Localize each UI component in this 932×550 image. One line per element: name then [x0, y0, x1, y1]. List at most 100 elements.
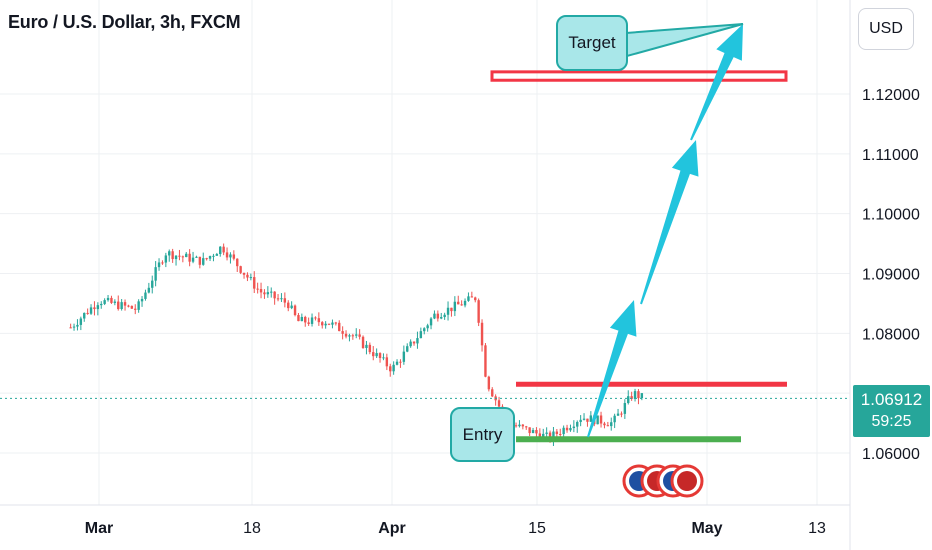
- x-axis: Mar 18 Apr 15 May 13: [0, 504, 850, 537]
- candle-body: [117, 301, 120, 310]
- candle-body: [450, 307, 453, 312]
- candle-body: [79, 318, 83, 325]
- candle-body: [120, 302, 123, 310]
- candle-body: [484, 345, 487, 377]
- candle-body: [610, 422, 613, 427]
- y-tick-label: 1.10000: [862, 207, 920, 224]
- candle-body: [416, 338, 419, 344]
- candle-body: [518, 424, 521, 427]
- candle-body: [423, 328, 426, 332]
- candle-body: [263, 292, 266, 295]
- candle-body: [627, 396, 630, 404]
- candle-body: [406, 346, 409, 352]
- current-price: 1.06912: [860, 390, 923, 409]
- candle-body: [89, 307, 93, 314]
- candle-body: [151, 280, 154, 288]
- candle-body: [232, 254, 236, 259]
- target-callout[interactable]: Target: [556, 15, 628, 71]
- candle-body: [344, 333, 348, 337]
- candle-body: [76, 324, 79, 327]
- candle-body: [123, 302, 127, 306]
- candle-body: [562, 427, 565, 435]
- candle-body: [351, 335, 355, 337]
- candle-body: [276, 298, 280, 300]
- candle-body: [205, 258, 208, 260]
- candle-body: [185, 253, 188, 258]
- candle-body: [317, 318, 321, 323]
- x-tick-label: Apr: [378, 520, 406, 537]
- y-tick-label: 1.06000: [862, 446, 920, 463]
- candle-body: [164, 255, 168, 263]
- candle-body: [202, 258, 205, 265]
- candle-body: [96, 305, 100, 310]
- candle-body: [293, 305, 297, 316]
- candle-body: [273, 291, 276, 299]
- candle-body: [531, 430, 535, 434]
- candle-body: [287, 302, 290, 309]
- candle-body: [569, 428, 572, 431]
- candle-body: [270, 291, 273, 293]
- candle-body: [191, 257, 195, 262]
- event-flags: [622, 464, 704, 498]
- candle-body: [236, 258, 239, 267]
- y-tick-label: 1.08000: [862, 326, 920, 343]
- candle-body: [331, 322, 334, 325]
- candle-body: [361, 336, 365, 348]
- y-tick-label: 1.12000: [862, 87, 920, 104]
- arrow-1: [587, 300, 637, 438]
- candle-body: [436, 313, 440, 319]
- grid-lines: [0, 0, 850, 505]
- candle-body: [470, 296, 474, 298]
- candle-body: [171, 251, 174, 260]
- candle-body: [283, 298, 287, 303]
- candle-body: [110, 297, 113, 303]
- chart-title: Euro / U.S. Dollar, 3h, FXCM: [8, 12, 241, 32]
- candle-body: [314, 317, 317, 319]
- levels: [0, 70, 850, 443]
- candle-body: [603, 423, 606, 426]
- candle-body: [72, 326, 76, 328]
- candle-body: [402, 351, 406, 362]
- candle-body: [266, 292, 270, 295]
- candle-body: [154, 267, 157, 281]
- candle-body: [565, 427, 569, 431]
- candle-body: [140, 298, 144, 302]
- candle-body: [412, 341, 416, 344]
- candle-body: [253, 277, 256, 289]
- candle-body: [304, 316, 307, 323]
- y-axis: 1.060001.070001.080001.090001.100001.110…: [849, 0, 920, 550]
- candle-body: [382, 357, 385, 359]
- candle-body: [457, 301, 460, 305]
- candle-body: [365, 344, 368, 348]
- candle-body: [596, 415, 599, 425]
- projection-arrows: [587, 23, 744, 438]
- candle-body: [181, 256, 185, 258]
- candle-body: [426, 325, 429, 329]
- candle-body: [130, 305, 134, 309]
- candle-body: [545, 432, 548, 434]
- entry-callout[interactable]: Entry: [450, 407, 515, 462]
- candle-body: [239, 266, 242, 273]
- candle-body: [467, 296, 470, 301]
- candle-body: [300, 316, 304, 322]
- candle-body: [572, 426, 576, 429]
- candles: [69, 243, 644, 446]
- candle-body: [86, 312, 89, 314]
- candle-body: [521, 424, 525, 427]
- candle-body: [222, 246, 225, 253]
- candle-body: [630, 396, 633, 399]
- currency-button[interactable]: USD: [858, 8, 914, 50]
- candle-body: [195, 256, 198, 258]
- candle-body: [372, 352, 375, 357]
- arrow-2: [640, 140, 699, 305]
- candle-body: [208, 256, 212, 259]
- candle-body: [324, 323, 327, 326]
- candle-body: [246, 274, 249, 278]
- candle-body: [188, 253, 191, 262]
- candle-body: [144, 292, 147, 299]
- candle-body: [535, 430, 538, 434]
- candle-body: [137, 301, 140, 310]
- candle-body: [242, 272, 246, 275]
- candle-body: [178, 255, 181, 257]
